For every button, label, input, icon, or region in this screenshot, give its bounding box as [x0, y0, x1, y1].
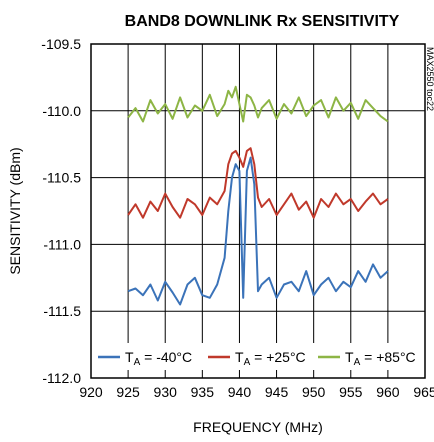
y-tick-label: -109.5 [41, 36, 81, 52]
figure-code: MAX2550 toc22 [425, 47, 434, 111]
x-tick-label: 960 [376, 384, 400, 400]
legend-entry-2: TA = +85°C [345, 349, 416, 368]
x-tick-label: 930 [154, 384, 178, 400]
series-line-2 [127, 85, 389, 123]
x-tick-label: 945 [265, 384, 289, 400]
y-axis-label: SENSITIVITY (dBm) [7, 147, 23, 274]
y-tick-label: -111.5 [43, 303, 81, 319]
x-tick-label: 920 [79, 384, 103, 400]
x-tick-label: 955 [339, 384, 363, 400]
x-tick-label: 925 [116, 384, 140, 400]
x-tick-label: 935 [191, 384, 215, 400]
plot-frame [90, 43, 426, 379]
legend: TA = -40°C TA = +25°C TA = +85°C [94, 343, 422, 370]
legend-box [94, 343, 422, 370]
legend-entry-1: TA = +25°C [235, 349, 306, 368]
x-axis-label: FREQUENCY (MHz) [193, 419, 323, 435]
x-tick-label: 940 [228, 384, 252, 400]
legend-entry-0: TA = -40°C [125, 349, 192, 368]
y-tick-labels: -109.5 -110.0 -110.5 -111.0 -111.5 -112.0 [41, 36, 81, 386]
series-line-1 [127, 147, 389, 219]
x-tick-labels: 920 925 930 935 940 945 950 955 960 965 [79, 384, 434, 400]
chart-title: BAND8 DOWNLINK Rx SENSITIVITY [125, 13, 400, 30]
x-tick-label: 950 [302, 384, 326, 400]
series-line-0 [127, 156, 389, 306]
y-tick-label: -110.5 [42, 170, 81, 186]
y-tick-label: -111.0 [43, 236, 81, 252]
series-group [127, 85, 389, 306]
x-tick-label: 965 [413, 384, 434, 400]
y-tick-label: -112.0 [42, 370, 81, 386]
grid [91, 44, 425, 378]
y-tick-label: -110.0 [42, 103, 81, 119]
